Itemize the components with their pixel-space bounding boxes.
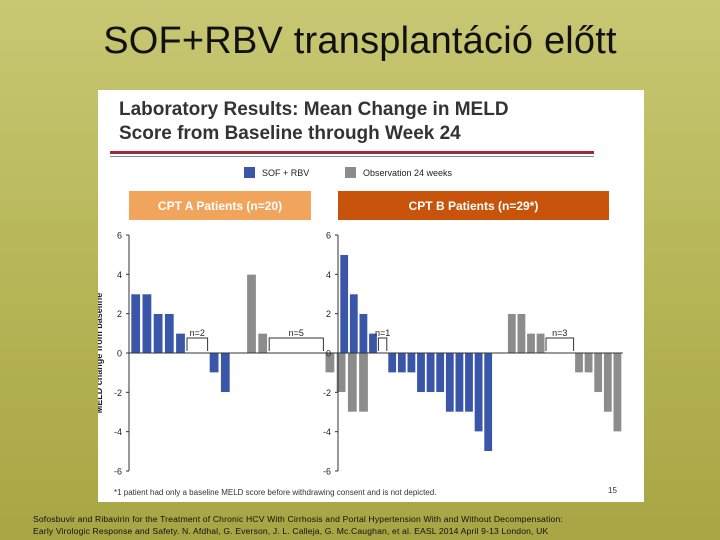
legend-label-sof-rbv: SOF + RBV — [262, 167, 310, 178]
panel-title-line2: Score from Baseline through Week 24 — [119, 123, 461, 144]
bar — [141, 293, 152, 354]
annotation-bracket — [545, 337, 575, 351]
bar — [603, 352, 613, 413]
citation-line1: Sofosbuvir and Ribavirin for the Treatme… — [33, 514, 563, 524]
bar — [445, 352, 455, 413]
y-tick-label: 0 — [117, 349, 122, 359]
cpt-b-header: CPT B Patients (n=29*) — [338, 191, 609, 220]
annotation-label: n=3 — [552, 328, 567, 338]
bar — [387, 352, 397, 373]
bar — [153, 313, 164, 354]
y-tick-label: -2 — [114, 388, 122, 398]
title-rule — [110, 151, 594, 154]
bar — [526, 333, 536, 354]
bar — [130, 293, 141, 354]
bar — [246, 274, 257, 354]
y-tick-label: -6 — [323, 467, 331, 477]
annotation-label: n=2 — [190, 328, 205, 338]
bar — [507, 313, 517, 354]
legend-label-observation: Observation 24 weeks — [363, 167, 453, 178]
annotation-label: n=5 — [289, 328, 304, 338]
y-tick-label: -2 — [323, 388, 331, 398]
bar — [464, 352, 474, 413]
y-tick-label: 6 — [117, 231, 122, 241]
bar — [257, 333, 268, 354]
y-tick-label: 6 — [326, 231, 331, 241]
y-axis-label: MELD change from baseline — [98, 293, 104, 414]
bar — [397, 352, 407, 373]
citation-line2: Early Virologic Response and Safety. N. … — [33, 526, 549, 536]
bar — [406, 352, 416, 373]
legend-item-sof-rbv: SOF + RBV — [244, 167, 309, 178]
bar — [536, 333, 546, 354]
bar — [358, 352, 369, 413]
footnote: *1 patient had only a baseline MELD scor… — [114, 488, 437, 497]
y-tick-label: 0 — [326, 349, 331, 359]
bar — [584, 352, 594, 373]
bar — [574, 352, 584, 373]
bar — [339, 254, 349, 354]
y-tick-label: -6 — [114, 467, 122, 477]
bar — [349, 293, 359, 354]
y-tick-label: -4 — [114, 427, 122, 437]
meld-bar-charts: 6 4 2 0 -2 -4 -6 n=2 n=5 MELD change from baselin… — [98, 231, 623, 477]
panel-title-line1: Laboratory Results: Mean Change in MELD — [119, 99, 509, 120]
annotation-bracket — [186, 337, 209, 351]
bar — [426, 352, 436, 393]
bar — [209, 352, 220, 373]
y-tick-label: 2 — [117, 309, 122, 319]
legend-swatch-sof-rbv — [244, 167, 255, 178]
y-tick-label: 4 — [117, 270, 122, 280]
y-tick-label: 2 — [326, 309, 331, 319]
bar — [358, 313, 368, 354]
slide-title: SOF+RBV transplantáció előtt — [103, 20, 617, 62]
annotation-bracket — [377, 337, 388, 351]
legend-item-observation: Observation 24 weeks — [345, 167, 452, 178]
bar — [220, 352, 231, 393]
bar — [164, 313, 175, 354]
annotation-bracket — [268, 337, 324, 351]
bar — [612, 352, 622, 432]
bar — [435, 352, 445, 393]
bar — [516, 313, 526, 354]
bar — [483, 352, 493, 452]
panel-title: Laboratory Results: Mean Change in MELD … — [119, 98, 509, 146]
y-tick-label: 4 — [326, 270, 331, 280]
annotation-label: n=1 — [375, 328, 390, 338]
bar — [416, 352, 426, 393]
slide-number: 15 — [608, 486, 617, 495]
bar — [474, 352, 484, 432]
bar — [593, 352, 603, 393]
cpt-a-header: CPT A Patients (n=20) — [129, 191, 311, 220]
chart-panel: Laboratory Results: Mean Change in MELD … — [98, 90, 644, 502]
citation: Sofosbuvir and Ribavirin for the Treatme… — [33, 513, 713, 537]
bar — [175, 333, 186, 354]
y-tick-label: -4 — [323, 427, 331, 437]
bar — [347, 352, 358, 413]
title-rule-thin — [110, 156, 594, 157]
legend-swatch-observation — [345, 167, 356, 178]
bar — [454, 352, 464, 413]
